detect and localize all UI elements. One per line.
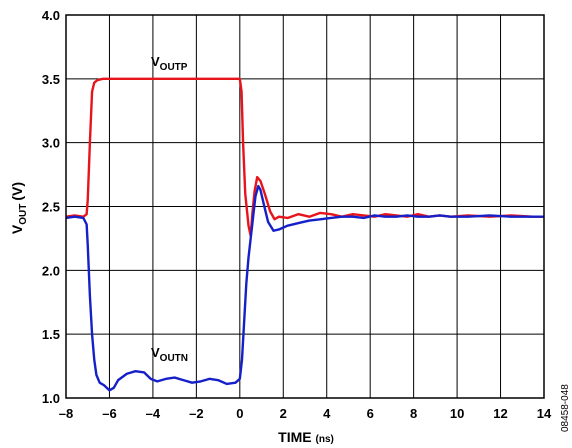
x-tick-label: 0 (236, 406, 243, 421)
y-tick-label: 3.0 (42, 136, 60, 151)
series-line-voutn (65, 184, 544, 392)
y-tick-label: 1.0 (42, 391, 60, 406)
x-tick-label: 14 (537, 406, 552, 421)
y-axis-title: VOUT(V) (9, 182, 29, 234)
x-tick-label: –8 (59, 406, 73, 421)
x-tick-label: 12 (493, 406, 507, 421)
y-tick-label: 2.5 (42, 200, 60, 215)
x-axis-title: TIME (ns) (278, 429, 334, 445)
x-tick-label: –6 (102, 406, 116, 421)
y-tick-label: 2.0 (42, 263, 60, 278)
y-tick-label: 4.0 (42, 8, 60, 23)
x-tick-label: –2 (189, 406, 203, 421)
x-tick-label: 4 (323, 406, 331, 421)
y-tick-label: 1.5 (42, 327, 60, 342)
x-tick-label: –4 (146, 406, 161, 421)
x-tick-label: 8 (410, 406, 417, 421)
y-tick-label: 3.5 (42, 72, 60, 87)
series-label-voutp: VOUTP (151, 54, 188, 73)
y-tick-labels: 1.0 1.5 2.0 2.5 3.0 3.5 4.0 (42, 8, 60, 406)
series-label-voutn: VOUTN (151, 345, 188, 364)
plot-frame (65, 14, 545, 399)
x-tick-labels: –8 –6 –4 –2 0 2 4 6 8 10 12 14 (59, 406, 552, 421)
grid (65, 14, 545, 399)
series-layer (65, 77, 544, 392)
series-line-voutp (65, 77, 544, 238)
figure-id: 08458-048 (560, 384, 571, 432)
x-tick-label: 2 (280, 406, 287, 421)
x-tick-label: 10 (450, 406, 464, 421)
x-tick-label: 6 (367, 406, 374, 421)
